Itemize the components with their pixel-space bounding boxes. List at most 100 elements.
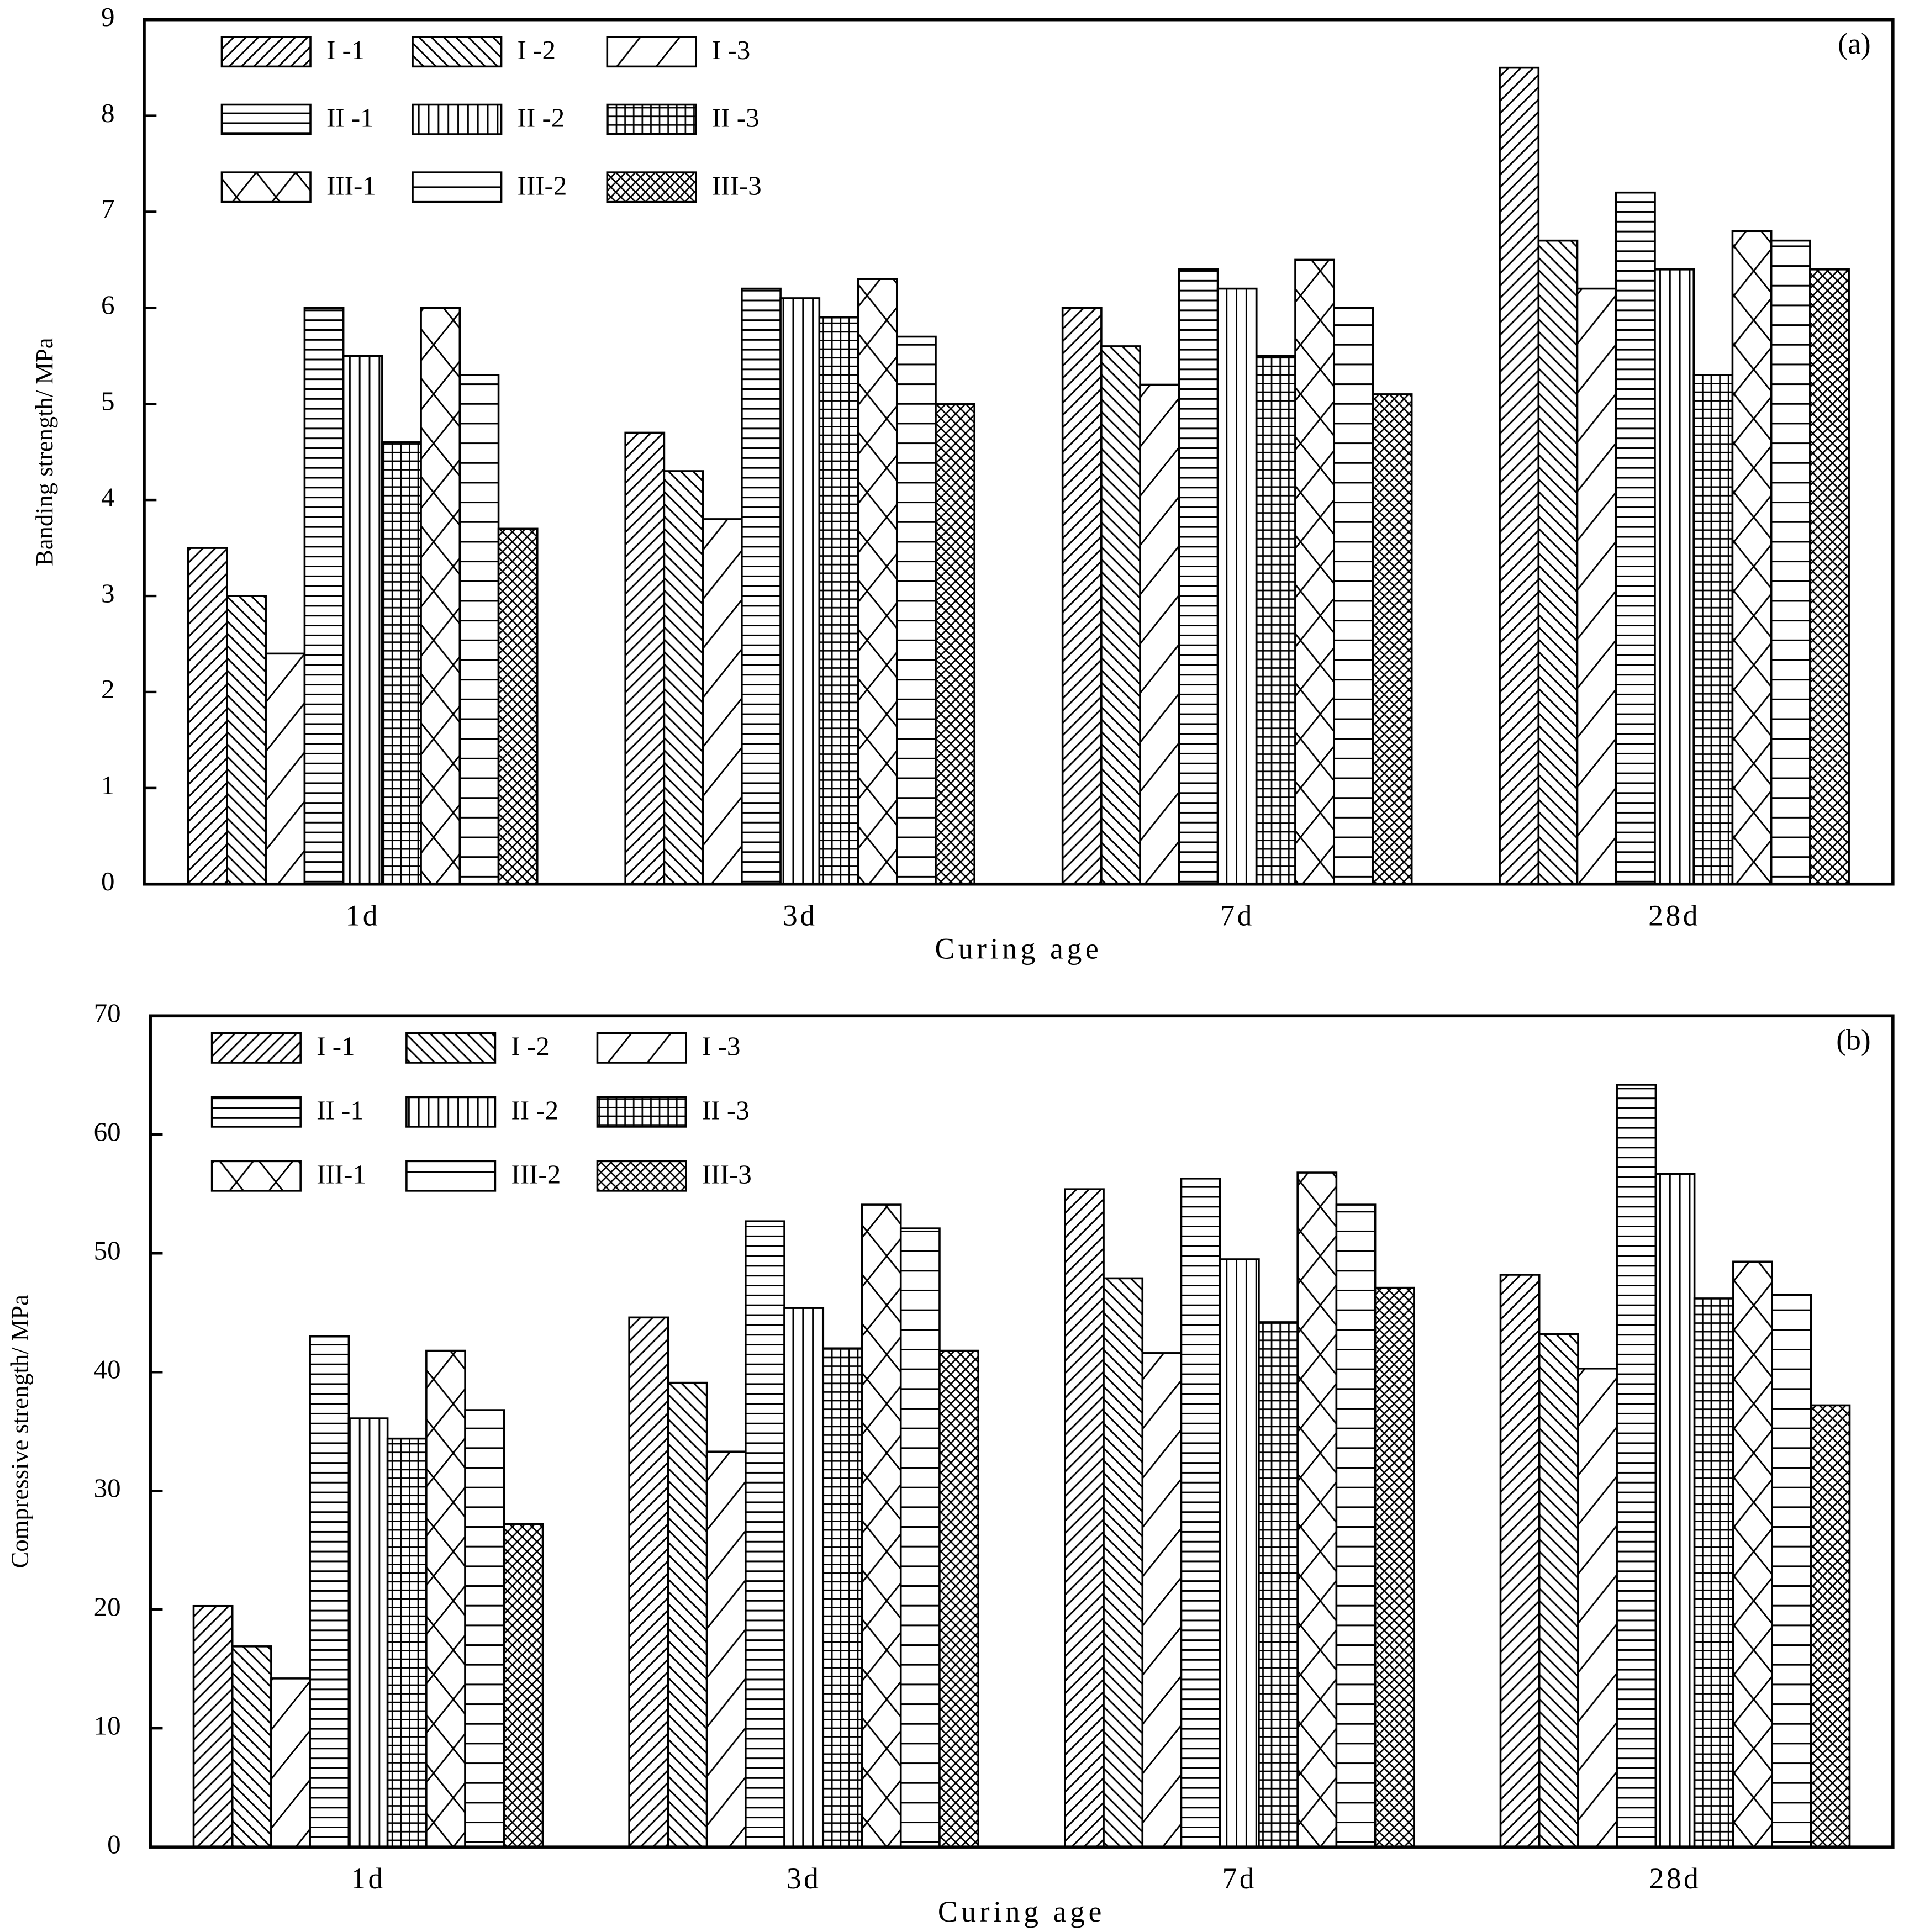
legend-swatch: [606, 36, 697, 68]
x-tick-label: 7d: [1222, 1862, 1257, 1895]
legend-label: I -3: [702, 1031, 740, 1062]
plot-frame: [143, 18, 1895, 886]
y-tick-label: 5: [101, 386, 115, 416]
x-tick-label: 7d: [1220, 899, 1254, 932]
x-tick-label: 28d: [1649, 1862, 1701, 1895]
bar: [1335, 1203, 1377, 1848]
legend-label: I -2: [518, 35, 556, 65]
legend-swatch: [405, 1096, 497, 1128]
legend-swatch: [596, 1160, 687, 1192]
bar: [745, 1220, 785, 1848]
bar: [1178, 268, 1219, 885]
bar: [309, 1335, 350, 1848]
legend-swatch: [210, 1160, 302, 1192]
bar: [1216, 287, 1258, 885]
y-axis-label: Compressive strength/ MPa: [6, 1295, 34, 1568]
bar: [420, 307, 461, 885]
bar: [779, 297, 821, 885]
panel-label: (a): [1838, 27, 1870, 60]
bar: [857, 278, 898, 885]
legend-swatch: [210, 1096, 302, 1128]
y-tick-label: 3: [101, 578, 115, 608]
legend-label: III-1: [317, 1159, 366, 1190]
legend-label: III-2: [511, 1159, 561, 1190]
y-tick-label: 60: [94, 1117, 121, 1147]
bar: [1577, 1368, 1618, 1848]
y-tick-label: 40: [94, 1354, 121, 1384]
bar: [741, 287, 782, 885]
bar: [822, 1347, 863, 1848]
bar: [1372, 393, 1413, 885]
legend-swatch: [606, 171, 697, 203]
x-axis-label: Curing age: [935, 932, 1102, 965]
x-tick-label: 3d: [787, 1862, 821, 1895]
bar: [458, 374, 500, 885]
bar: [1100, 345, 1141, 885]
bar: [270, 1677, 311, 1848]
bar: [1576, 287, 1617, 885]
bar: [818, 316, 859, 885]
legend-swatch: [596, 1032, 687, 1064]
y-tick-label: 6: [101, 290, 115, 320]
legend-swatch: [220, 103, 312, 135]
bar: [1810, 1404, 1851, 1848]
x-tick-label: 3d: [783, 899, 817, 932]
y-tick-label: 4: [101, 482, 115, 512]
legend-label: II -1: [326, 103, 374, 133]
legend-swatch: [596, 1096, 687, 1128]
legend-swatch: [405, 1160, 497, 1192]
legend-swatch: [220, 36, 312, 68]
bar: [1771, 1294, 1812, 1848]
y-tick-label: 1: [101, 770, 115, 800]
bar: [935, 403, 976, 885]
bar: [187, 547, 228, 885]
bar: [1296, 1171, 1338, 1848]
bar: [1258, 1321, 1299, 1848]
x-axis-label: Curing age: [938, 1895, 1105, 1928]
bar: [1374, 1286, 1415, 1848]
legend-label: II -1: [317, 1095, 364, 1126]
legend-label: II -2: [518, 103, 565, 133]
bar: [1615, 191, 1656, 885]
bar: [1537, 239, 1579, 885]
legend-label: I -3: [712, 35, 750, 65]
bar: [265, 652, 306, 885]
bar: [1732, 1260, 1773, 1848]
panel-label: (b): [1836, 1023, 1870, 1057]
bar: [1499, 1274, 1541, 1848]
y-tick-label: 9: [101, 2, 115, 32]
y-tick-label: 0: [101, 866, 115, 896]
y-tick-label: 20: [94, 1591, 121, 1622]
bar: [1538, 1333, 1579, 1848]
legend-label: III-1: [326, 170, 376, 200]
bar: [425, 1349, 466, 1848]
bar: [1809, 268, 1850, 885]
bar: [705, 1450, 747, 1848]
legend-swatch: [412, 103, 503, 135]
y-tick-label: 70: [94, 998, 121, 1028]
legend-label: I -1: [326, 35, 365, 65]
bar: [938, 1349, 979, 1848]
legend-swatch: [210, 1032, 302, 1064]
bar: [1294, 258, 1336, 885]
legend-swatch: [412, 171, 503, 203]
bar: [342, 355, 383, 885]
bar: [1141, 1352, 1183, 1848]
bar: [628, 1316, 669, 1848]
legend-swatch: [412, 36, 503, 68]
y-tick-label: 30: [94, 1472, 121, 1503]
legend-label: II -2: [511, 1095, 558, 1126]
bar: [1654, 1173, 1696, 1848]
bar: [1061, 307, 1103, 885]
legend-label: I -2: [511, 1031, 549, 1062]
bar: [1499, 66, 1540, 885]
bar: [1219, 1258, 1260, 1848]
bar: [1616, 1084, 1657, 1848]
x-tick-label: 1d: [346, 899, 380, 932]
y-tick-label: 2: [101, 674, 115, 704]
bar: [667, 1381, 708, 1848]
legend-label: III-3: [702, 1159, 752, 1190]
bar: [1654, 268, 1695, 885]
bar: [1064, 1188, 1105, 1848]
